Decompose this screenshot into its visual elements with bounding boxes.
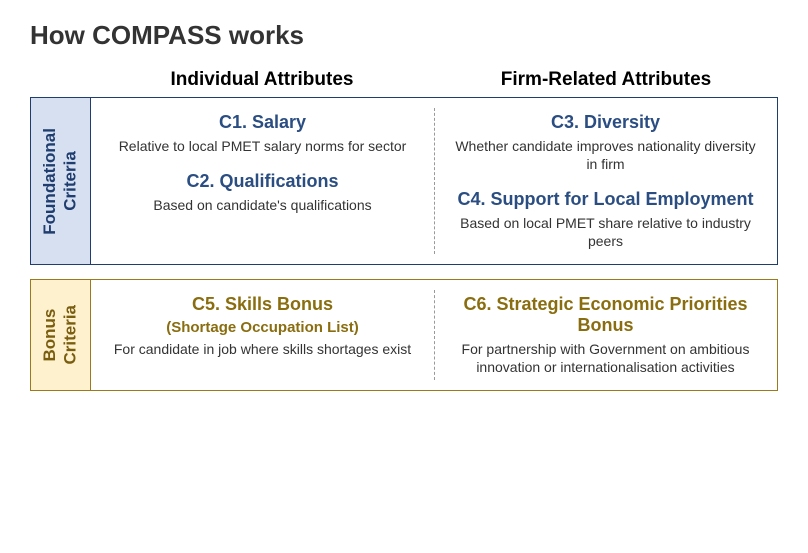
page-title: How COMPASS works (30, 20, 778, 51)
foundational-grid: C1. Salary Relative to local PMET salary… (90, 97, 778, 265)
cell-c2-title: C2. Qualifications (111, 171, 414, 192)
cell-c5-desc: For candidate in job where skills shorta… (111, 340, 414, 358)
divider-bonus (434, 290, 435, 380)
side-label-bonus: BonusCriteria (30, 279, 90, 391)
bonus-col-left: C5. Skills Bonus (Shortage Occupation Li… (91, 280, 434, 390)
cell-c3-title: C3. Diversity (454, 112, 757, 133)
section-foundational: FoundationalCriteria C1. Salary Relative… (30, 97, 778, 265)
col-header-firm: Firm-Related Attributes (434, 69, 778, 91)
foundational-col-left: C1. Salary Relative to local PMET salary… (91, 98, 434, 264)
bonus-grid: C5. Skills Bonus (Shortage Occupation Li… (90, 279, 778, 391)
cell-c5-title: C5. Skills Bonus (111, 294, 414, 315)
cell-c2: C2. Qualifications Based on candidate's … (111, 171, 414, 214)
side-label-text: BonusCriteria (40, 305, 81, 365)
cell-c4-title: C4. Support for Local Employment (454, 189, 757, 210)
cell-c6-title: C6. Strategic Economic Priorities Bonus (454, 294, 757, 335)
cell-c1-desc: Relative to local PMET salary norms for … (111, 137, 414, 155)
cell-c4: C4. Support for Local Employment Based o… (454, 189, 757, 250)
section-bonus: BonusCriteria C5. Skills Bonus (Shortage… (30, 279, 778, 391)
column-headers: Individual Attributes Firm-Related Attri… (90, 69, 778, 91)
side-label-text: FoundationalCriteria (40, 128, 81, 235)
cell-c4-desc: Based on local PMET share relative to in… (454, 214, 757, 250)
cell-c6: C6. Strategic Economic Priorities Bonus … (454, 294, 757, 376)
cell-c5: C5. Skills Bonus (Shortage Occupation Li… (111, 294, 414, 358)
cell-c3: C3. Diversity Whether candidate improves… (454, 112, 757, 173)
side-label-foundational: FoundationalCriteria (30, 97, 90, 265)
foundational-col-right: C3. Diversity Whether candidate improves… (434, 98, 777, 264)
bonus-col-right: C6. Strategic Economic Priorities Bonus … (434, 280, 777, 390)
cell-c2-desc: Based on candidate's qualifications (111, 196, 414, 214)
cell-c5-sub: (Shortage Occupation List) (111, 319, 414, 336)
cell-c1-title: C1. Salary (111, 112, 414, 133)
col-header-individual: Individual Attributes (90, 69, 434, 91)
cell-c1: C1. Salary Relative to local PMET salary… (111, 112, 414, 155)
cell-c6-desc: For partnership with Government on ambit… (454, 340, 757, 376)
cell-c3-desc: Whether candidate improves nationality d… (454, 137, 757, 173)
divider-foundational (434, 108, 435, 254)
